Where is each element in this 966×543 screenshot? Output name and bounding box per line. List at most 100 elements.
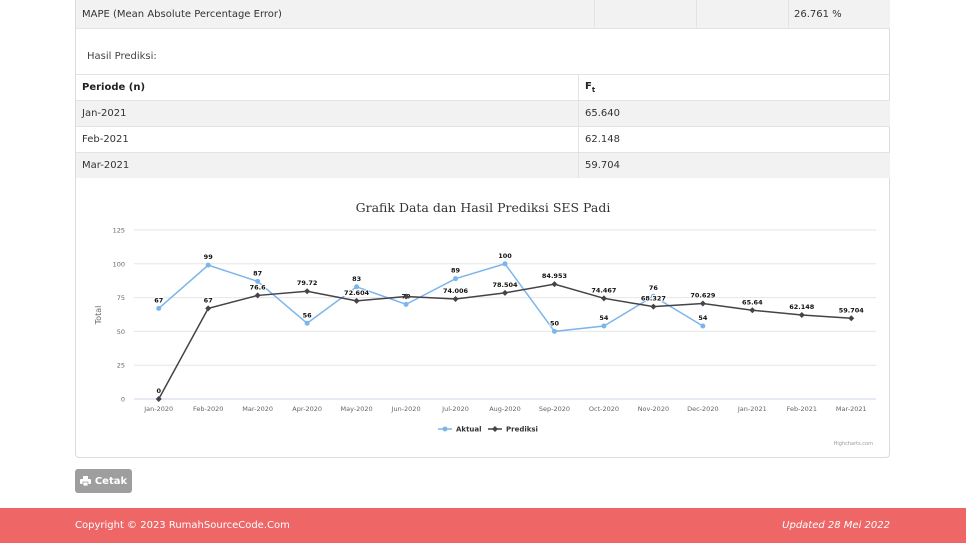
table-header-row: Periode (n) Ft — [76, 74, 890, 101]
x-tick-label: Dec-2020 — [687, 405, 718, 413]
x-tick-label: Apr-2020 — [292, 405, 322, 413]
legend-marker — [492, 426, 498, 432]
x-tick-label: Aug-2020 — [489, 405, 521, 413]
data-label: 84.953 — [542, 272, 567, 280]
data-label: 59.704 — [839, 306, 865, 314]
data-point[interactable] — [254, 292, 261, 299]
data-point[interactable] — [205, 262, 211, 268]
data-point[interactable] — [798, 311, 805, 318]
data-point[interactable] — [255, 278, 261, 284]
cell-ft: 59.704 — [578, 152, 890, 178]
x-tick-label: Jun-2020 — [391, 405, 421, 413]
x-tick-label: Oct-2020 — [589, 405, 619, 413]
chart-title: Grafik Data dan Hasil Prediksi SES Padi — [356, 200, 611, 215]
data-label: 74.006 — [443, 287, 469, 295]
data-label: 68.327 — [641, 295, 666, 303]
data-point[interactable] — [452, 295, 459, 302]
data-label: 83 — [352, 275, 361, 283]
chart-legend[interactable]: Aktual Prediksi — [438, 426, 538, 434]
table-row: Mar-2021 59.704 — [76, 152, 890, 178]
result-card: MAPE (Mean Absolute Percentage Error) 26… — [75, 0, 890, 458]
data-label: 62.148 — [789, 303, 815, 311]
data-point[interactable] — [304, 320, 310, 326]
data-label: 87 — [253, 269, 262, 277]
printer-icon — [79, 476, 91, 486]
data-label: 50 — [550, 319, 560, 327]
x-tick-label: Mar-2020 — [242, 405, 273, 413]
data-point[interactable] — [156, 305, 162, 311]
x-tick-label: Jan-2020 — [143, 405, 173, 413]
table-row: Jan-2021 65.640 — [76, 100, 890, 127]
print-button-label: Cetak — [94, 475, 128, 487]
header-periode: Periode (n) — [76, 74, 579, 101]
data-point[interactable] — [601, 323, 607, 329]
x-tick-label: Nov-2020 — [638, 405, 669, 413]
legend-marker — [442, 426, 448, 432]
data-point[interactable] — [600, 295, 607, 302]
legend-item-label[interactable]: Aktual — [456, 426, 482, 434]
data-point[interactable] — [551, 281, 558, 288]
cell-periode: Feb-2021 — [76, 126, 579, 153]
hasil-prediksi-label: Hasil Prediksi: — [87, 51, 157, 62]
data-point[interactable] — [749, 307, 756, 314]
y-axis-label: Total — [94, 306, 103, 326]
data-point[interactable] — [354, 284, 360, 290]
data-point[interactable] — [453, 276, 459, 282]
data-point[interactable] — [502, 289, 508, 296]
data-point[interactable] — [205, 305, 212, 312]
mape-label: MAPE (Mean Absolute Percentage Error) — [82, 8, 282, 20]
x-tick-label: May-2020 — [340, 405, 372, 413]
data-label: 89 — [451, 267, 461, 275]
x-tick-label: Feb-2021 — [787, 405, 817, 413]
chart-credits[interactable]: Highcharts.com — [834, 441, 873, 447]
data-point[interactable] — [403, 293, 410, 300]
cell-periode: Mar-2021 — [76, 152, 579, 178]
data-label: 65.64 — [742, 298, 763, 306]
y-tick-label: 125 — [113, 227, 125, 235]
data-label: 74.467 — [591, 286, 616, 294]
data-point[interactable] — [502, 261, 508, 267]
line-chart: 0 25 50 75 100 125 Jan-2020 Feb-2020 Mar-2020 Ap… — [94, 200, 876, 447]
data-label: 67 — [154, 296, 163, 304]
data-point[interactable] — [700, 323, 706, 329]
legend-item-label[interactable]: Prediksi — [506, 426, 538, 434]
data-label: 79.72 — [297, 279, 318, 287]
footer: Copyright © 2023 RumahSourceCode.Com Upd… — [0, 508, 966, 543]
data-label: 0 — [156, 387, 161, 395]
mape-value: 26.761 % — [794, 8, 842, 20]
cell-periode: Jan-2021 — [76, 100, 579, 127]
prediction-table: Periode (n) Ft Jan-2021 65.640 Feb-2021 … — [76, 74, 890, 178]
y-tick-label: 0 — [121, 396, 125, 404]
x-tick-label: Mar-2021 — [836, 405, 867, 413]
data-label: 76 — [649, 284, 659, 292]
data-label: 100 — [498, 252, 512, 260]
data-point[interactable] — [304, 288, 311, 295]
data-point[interactable] — [403, 301, 409, 307]
data-point[interactable] — [848, 315, 855, 322]
data-point[interactable] — [353, 297, 360, 304]
print-button[interactable]: Cetak — [75, 469, 132, 493]
x-tick-label: Feb-2020 — [193, 405, 223, 413]
data-point[interactable] — [650, 303, 657, 310]
footer-copyright: Copyright © 2023 RumahSourceCode.Com — [75, 520, 290, 531]
data-label: 72.604 — [344, 289, 370, 297]
data-point[interactable] — [699, 300, 706, 307]
data-point[interactable] — [551, 328, 557, 334]
data-label: 56 — [303, 311, 313, 319]
x-tick-label: Jan-2021 — [737, 405, 767, 413]
y-tick-label: 25 — [117, 362, 125, 370]
y-tick-label: 50 — [117, 328, 125, 336]
series-line-aktual — [158, 262, 704, 333]
data-point[interactable] — [650, 293, 656, 299]
cell-ft: 65.640 — [578, 100, 890, 127]
y-tick-label: 75 — [117, 294, 125, 302]
header-ft: Ft — [578, 74, 890, 101]
footer-updated: Updated 28 Mei 2022 — [782, 520, 890, 531]
data-point[interactable] — [155, 396, 162, 402]
mape-row: MAPE (Mean Absolute Percentage Error) 26… — [76, 0, 890, 29]
y-tick-label: 100 — [113, 260, 125, 268]
x-tick-label: Sep-2020 — [539, 405, 570, 413]
data-label: 70.629 — [690, 292, 716, 300]
data-label: 76.6 — [250, 283, 267, 291]
data-label: 54 — [698, 314, 708, 322]
